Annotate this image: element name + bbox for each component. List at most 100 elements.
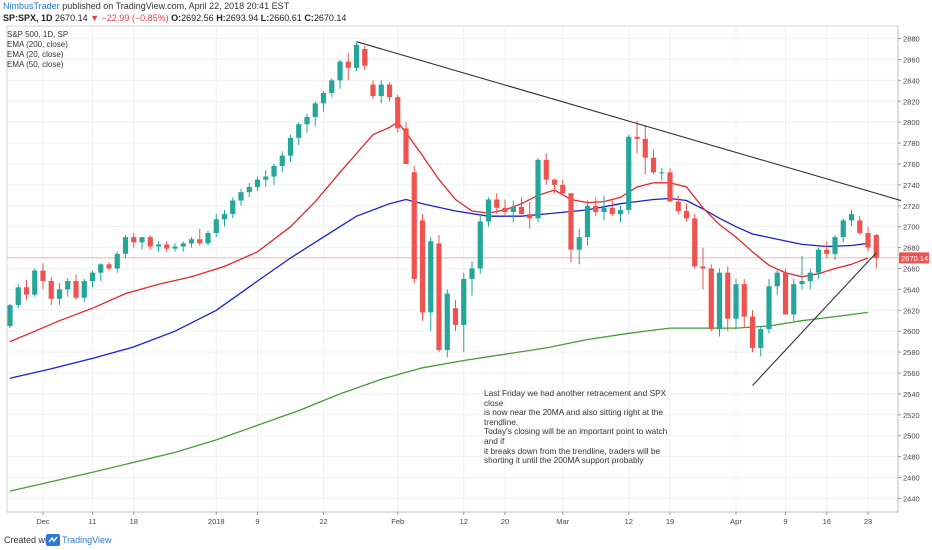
candle [89, 270, 96, 288]
candle [155, 241, 162, 252]
candle [708, 264, 714, 332]
resistance-trendline [356, 41, 902, 202]
high-value: 2693.94 [225, 13, 259, 23]
ema50-line [9, 197, 869, 379]
candle-body [419, 220, 426, 313]
candle [81, 278, 87, 302]
candle-body [799, 281, 805, 285]
legend-item-ema200[interactable]: EMA (200, close) [7, 40, 68, 49]
candle [65, 277, 71, 297]
candle [543, 153, 549, 185]
candle-body [741, 284, 747, 317]
legend-title[interactable]: S&P 500, 1D, SP [7, 30, 69, 39]
x-tick-label: 12 [460, 517, 468, 526]
y-tick-label: 2860 [903, 55, 920, 64]
y-tick-label: 2700 [903, 223, 920, 232]
candle-body [782, 272, 789, 315]
candle [436, 235, 442, 353]
candle [139, 237, 145, 250]
candle [650, 149, 657, 175]
candle [362, 45, 368, 70]
y-tick-label: 2740 [903, 181, 920, 190]
candle-body [642, 138, 648, 158]
candle-body [725, 272, 731, 319]
candle-body [164, 244, 170, 249]
candle-body [865, 232, 871, 248]
publish-info: NimbusTrader published on TradingView.co… [3, 1, 289, 12]
candle-body [122, 237, 129, 254]
candle-body [824, 249, 830, 254]
candle-body [205, 232, 211, 244]
x-tick-label: 19 [666, 517, 674, 526]
candle [593, 197, 599, 217]
candle [304, 113, 310, 133]
candle [7, 304, 13, 329]
candle [634, 121, 640, 154]
x-tick-label: Dec [36, 517, 50, 526]
y-tick-label: 2880 [903, 35, 920, 44]
candle-body [254, 179, 261, 187]
candle [205, 230, 211, 246]
candle [667, 168, 673, 202]
candle-body [32, 270, 38, 295]
candle [527, 201, 533, 229]
candle-body [568, 193, 574, 250]
author-name[interactable]: NimbusTrader [3, 1, 60, 11]
candle [329, 78, 335, 98]
candle [353, 42, 360, 71]
candle [263, 170, 269, 187]
candle [403, 122, 409, 164]
y-tick-label: 2620 [903, 306, 920, 315]
candle-body [626, 136, 632, 210]
x-tick-label: 16 [823, 517, 831, 526]
candle [254, 176, 261, 192]
candle-body [485, 199, 492, 222]
candle [494, 193, 500, 215]
candle-body [716, 272, 723, 330]
legend-item-ema50[interactable]: EMA (50, close) [7, 60, 64, 69]
y-tick-label: 2720 [903, 202, 920, 211]
legend-item-ema20[interactable]: EMA (20, close) [7, 50, 64, 59]
price-tag: 2670.14 [899, 252, 929, 264]
price-chart[interactable]: 2440 2460 2480 2500 2520 2540 2560 2580 2600 2620… [0, 0, 932, 530]
candle-body [56, 289, 63, 299]
y-tick-label: 2680 [903, 244, 920, 253]
candle [659, 168, 665, 181]
y-axis: 2440 2460 2480 2500 2520 2540 2560 2580 2600 2620… [897, 26, 920, 512]
low-label: L: [260, 13, 270, 23]
candle [502, 199, 508, 217]
candle-body [708, 268, 714, 330]
candle [428, 237, 434, 332]
candle-body [857, 220, 863, 233]
candle [815, 247, 822, 279]
candle-body [89, 272, 96, 282]
candle-body [593, 205, 599, 213]
candle-body [263, 176, 269, 180]
x-tick-label: Mar [556, 517, 569, 526]
candle [164, 241, 170, 252]
candle-body [527, 214, 533, 219]
candle [238, 189, 244, 206]
candle [642, 125, 648, 175]
candle [469, 261, 475, 296]
candle [452, 299, 459, 332]
candle-body [221, 214, 228, 220]
candle-body [23, 287, 30, 295]
annotation-text[interactable]: Last Friday we had another retracement a… [484, 388, 668, 466]
candle-body [461, 278, 467, 325]
candle [873, 233, 879, 269]
tradingview-brand[interactable]: TradingView [62, 535, 112, 545]
candle [56, 283, 63, 306]
candle-body [609, 207, 615, 215]
candle [617, 205, 624, 223]
candle [345, 53, 351, 81]
candle-body [551, 179, 558, 185]
candle [477, 214, 483, 274]
candle [378, 80, 384, 104]
candle [807, 268, 813, 290]
candle-body [197, 239, 203, 244]
plot-area [6, 25, 899, 513]
candle-body [304, 116, 310, 125]
x-tick-label: 23 [864, 517, 872, 526]
tradingview-logo-icon [46, 534, 60, 546]
